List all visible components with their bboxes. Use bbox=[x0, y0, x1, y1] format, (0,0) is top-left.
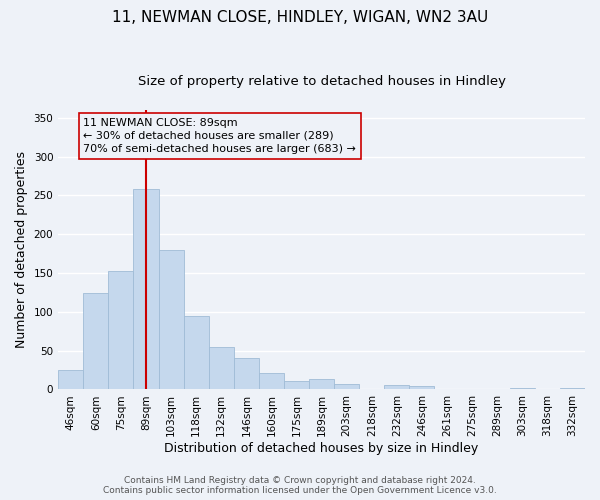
Bar bbox=[259, 373, 284, 390]
Bar bbox=[209, 347, 234, 390]
Text: 11 NEWMAN CLOSE: 89sqm
← 30% of detached houses are smaller (289)
70% of semi-de: 11 NEWMAN CLOSE: 89sqm ← 30% of detached… bbox=[83, 118, 356, 154]
Bar bbox=[234, 358, 259, 390]
Text: 11, NEWMAN CLOSE, HINDLEY, WIGAN, WN2 3AU: 11, NEWMAN CLOSE, HINDLEY, WIGAN, WN2 3A… bbox=[112, 10, 488, 25]
Title: Size of property relative to detached houses in Hindley: Size of property relative to detached ho… bbox=[137, 75, 506, 88]
Y-axis label: Number of detached properties: Number of detached properties bbox=[15, 151, 28, 348]
Bar bbox=[109, 270, 133, 390]
Text: Contains HM Land Registry data © Crown copyright and database right 2024.
Contai: Contains HM Land Registry data © Crown c… bbox=[103, 476, 497, 495]
Bar bbox=[133, 189, 158, 390]
Bar bbox=[385, 385, 409, 390]
Bar bbox=[560, 388, 585, 390]
Bar bbox=[309, 380, 334, 390]
Bar bbox=[284, 381, 309, 390]
X-axis label: Distribution of detached houses by size in Hindley: Distribution of detached houses by size … bbox=[164, 442, 479, 455]
Bar bbox=[83, 293, 109, 390]
Bar bbox=[334, 384, 359, 390]
Bar bbox=[184, 316, 209, 390]
Bar bbox=[58, 370, 83, 390]
Bar bbox=[510, 388, 535, 390]
Bar bbox=[409, 386, 434, 390]
Bar bbox=[158, 250, 184, 390]
